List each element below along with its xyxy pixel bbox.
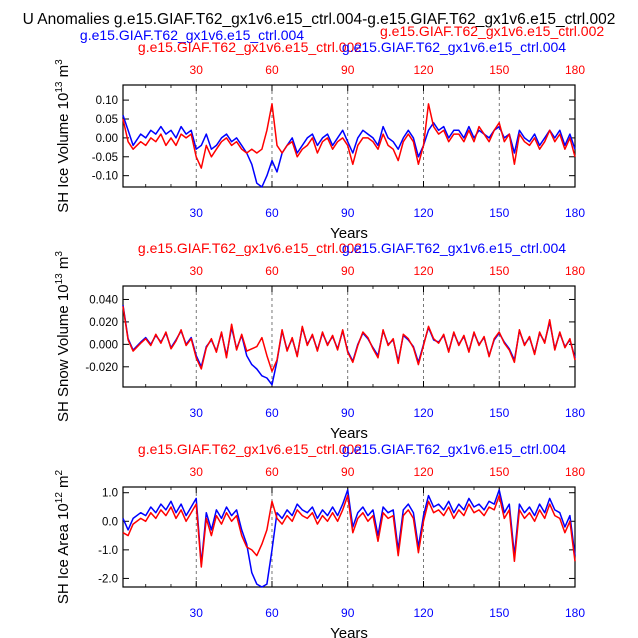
x-tick-label-top: 30 — [190, 465, 204, 479]
y-tick-label: -0.05 — [92, 152, 118, 164]
x-tick-label-bottom: 30 — [190, 606, 204, 620]
plot-frame — [122, 84, 576, 188]
x-tick-label-top: 180 — [565, 465, 585, 479]
x-tick-label-top: 150 — [489, 264, 509, 278]
y-axis-label-part: 13 — [54, 81, 65, 93]
main-title: U Anomalies g.e15.GIAF.T62_gx1v6.e15_ctr… — [23, 11, 616, 28]
x-axis-label: Years — [330, 425, 368, 442]
y-tick-label: -2.0 — [98, 573, 118, 585]
panel-title-red: g.e15.GIAF.T62_gx1v6.e15_ctrl.002 — [138, 441, 362, 457]
series-line-red — [122, 494, 576, 568]
x-tick-label-bottom: 120 — [413, 206, 433, 220]
x-tick-label-top: 30 — [190, 63, 204, 77]
x-tick-label-bottom: 150 — [489, 606, 509, 620]
y-axis-label-part: m — [55, 65, 72, 82]
y-axis-label-part: 3 — [54, 59, 65, 65]
series-line-red — [122, 306, 576, 373]
x-tick-label-bottom: 120 — [413, 606, 433, 620]
x-tick-label-top: 150 — [489, 63, 509, 77]
y-tick-label: 0.020 — [89, 317, 118, 329]
x-tick-label-top: 60 — [265, 264, 279, 278]
x-tick-label-bottom: 180 — [565, 406, 585, 420]
x-tick-label-top: 90 — [341, 63, 355, 77]
x-tick-label-top: 120 — [413, 63, 433, 77]
y-tick-label: -1.0 — [98, 545, 118, 557]
chart-panel-1: 30 30 60 60 90 90 120 120 150 150 180 180 -0.10 -0.05… — [54, 39, 585, 242]
y-axis-label-part: m — [55, 257, 72, 274]
x-tick-label-bottom: 90 — [341, 406, 355, 420]
y-tick-label: 0.000 — [89, 339, 118, 351]
y-axis-label-part: 13 — [54, 273, 65, 285]
y-axis-label-part: 2 — [54, 469, 65, 475]
series-line-red — [122, 103, 576, 169]
y-axis-label-part: 12 — [54, 492, 65, 504]
panel-title-blue: g.e15.GIAF.T62_gx1v6.e15_ctrl.004 — [342, 441, 566, 457]
legend-red-label: g.e15.GIAF.T62_gx1v6.e15_ctrl.002 — [380, 23, 604, 39]
x-tick-label-top: 180 — [565, 63, 585, 77]
y-axis-label-part: SH Snow Volume 10 — [55, 284, 72, 422]
panel-title-blue: g.e15.GIAF.T62_gx1v6.e15_ctrl.004 — [342, 240, 566, 256]
x-tick-label-top: 120 — [413, 465, 433, 479]
x-tick-label-top: 60 — [265, 63, 279, 77]
y-tick-label: -0.020 — [85, 362, 118, 374]
x-tick-label-bottom: 180 — [565, 606, 585, 620]
y-axis-label-part: m — [55, 475, 72, 492]
x-tick-label-bottom: 90 — [341, 606, 355, 620]
x-tick-label-top: 30 — [190, 264, 204, 278]
y-axis-label: SH Ice Area 1012 m2 — [54, 469, 72, 604]
x-tick-label-bottom: 90 — [341, 206, 355, 220]
x-tick-label-bottom: 30 — [190, 206, 204, 220]
y-tick-label: 0.05 — [96, 114, 118, 126]
x-tick-label-bottom: 30 — [190, 406, 204, 420]
x-tick-label-top: 90 — [341, 465, 355, 479]
y-tick-label: 0.040 — [89, 294, 118, 306]
x-tick-label-bottom: 150 — [489, 406, 509, 420]
chart-panel-2: 30 30 60 60 90 90 120 120 150 150 180 180 -0.020 0.00… — [54, 240, 585, 442]
x-tick-label-bottom: 120 — [413, 406, 433, 420]
y-axis-label-part: SH Ice Volume 10 — [55, 93, 72, 213]
y-tick-label: 0.00 — [96, 133, 118, 145]
x-tick-label-top: 60 — [265, 465, 279, 479]
x-tick-label-top: 90 — [341, 264, 355, 278]
panel-title-blue: g.e15.GIAF.T62_gx1v6.e15_ctrl.004 — [342, 39, 566, 55]
y-axis-label: SH Ice Volume 1013 m3 — [54, 59, 72, 213]
panel-title-red: g.e15.GIAF.T62_gx1v6.e15_ctrl.002 — [138, 240, 362, 256]
x-axis-label: Years — [330, 225, 368, 242]
y-tick-label: 0.10 — [96, 95, 118, 107]
plot-frame — [122, 285, 576, 388]
plot-frame — [122, 486, 576, 588]
x-tick-label-bottom: 150 — [489, 206, 509, 220]
x-tick-label-top: 150 — [489, 465, 509, 479]
x-tick-label-bottom: 60 — [265, 406, 279, 420]
x-tick-label-bottom: 180 — [565, 206, 585, 220]
x-tick-label-top: 120 — [413, 264, 433, 278]
x-tick-label-bottom: 60 — [265, 206, 279, 220]
legend-blue-label: g.e15.GIAF.T62_gx1v6.e15_ctrl.004 — [80, 27, 304, 43]
chart-panel-3: 30 30 60 60 90 90 120 120 150 150 180 180 -2.0 -1.0 0.… — [54, 441, 585, 638]
y-tick-label: 0.0 — [102, 516, 118, 528]
panel-title-red: g.e15.GIAF.T62_gx1v6.e15_ctrl.002 — [138, 39, 362, 55]
y-axis-label-part: SH Ice Area 10 — [55, 503, 72, 604]
x-tick-label-bottom: 60 — [265, 606, 279, 620]
series-line-blue — [122, 304, 576, 386]
y-tick-label: 1.0 — [102, 488, 118, 500]
y-axis-label: SH Snow Volume 1013 m3 — [54, 251, 72, 422]
y-axis-label-part: 3 — [54, 251, 65, 257]
y-tick-label: -0.10 — [92, 171, 118, 183]
x-tick-label-top: 180 — [565, 264, 585, 278]
x-axis-label: Years — [330, 625, 368, 638]
